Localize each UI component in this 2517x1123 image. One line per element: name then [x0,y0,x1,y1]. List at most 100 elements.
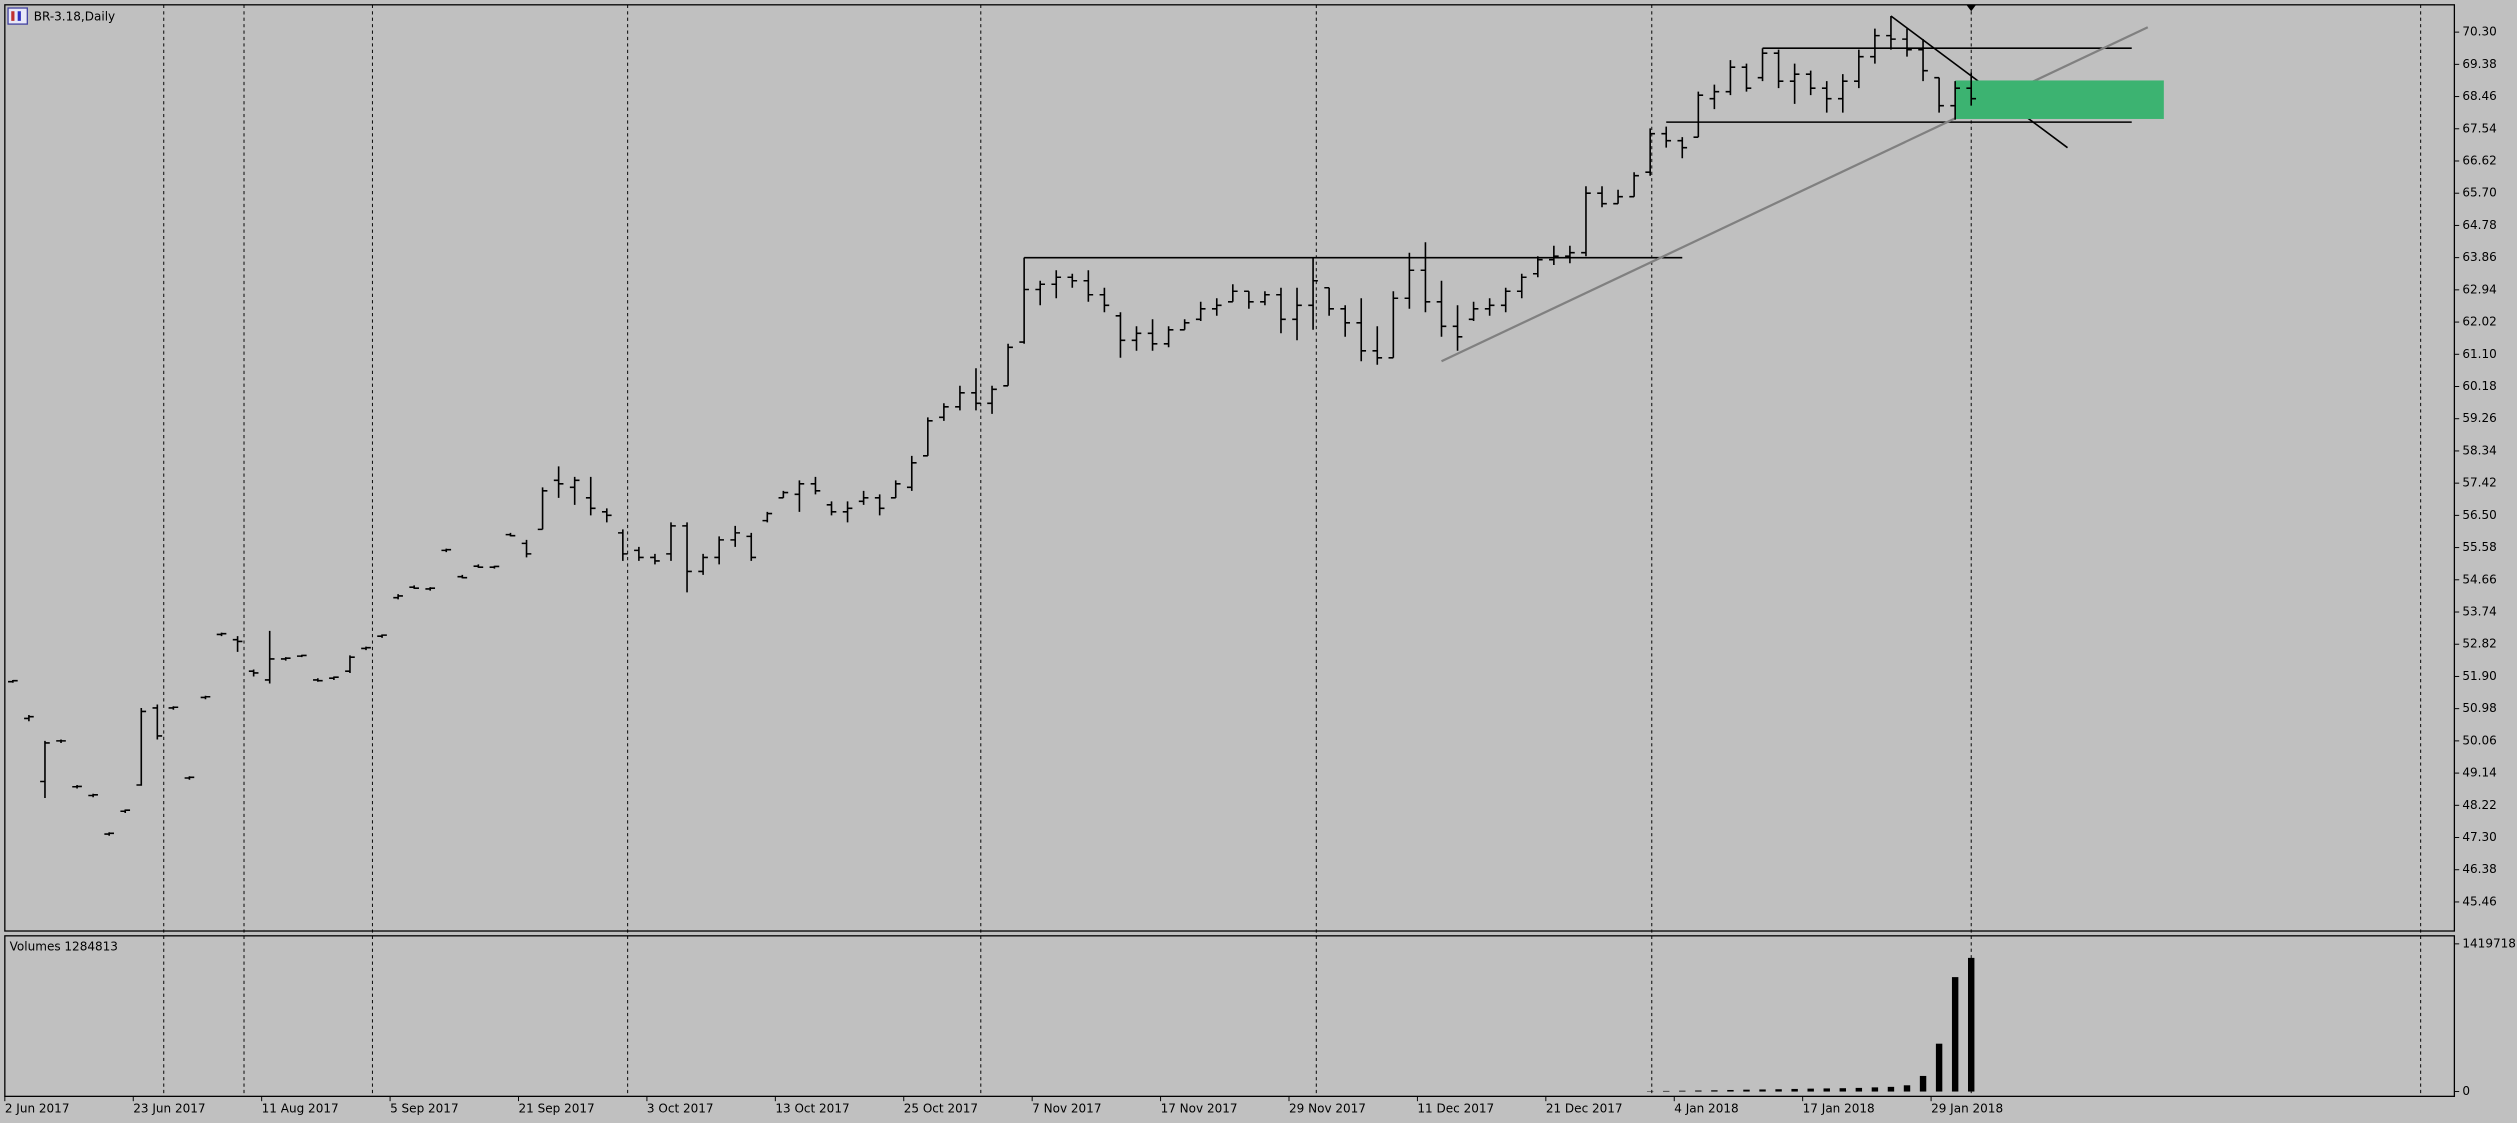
volume-bar [1775,1089,1782,1092]
ohlc-bar [1677,137,1688,159]
y-tick-label: 50.06 [2462,733,2496,747]
volume-bar [1855,1087,1863,1092]
y-tick-label: 69.38 [2462,57,2496,71]
y-tick-label: 60.18 [2462,379,2496,393]
volume-bar [1663,1090,1670,1092]
ohlc-bar [955,385,965,411]
ohlc-bar [1500,287,1511,313]
ohlc-bar [1918,39,1928,82]
volume-bar [1887,1086,1895,1092]
ohlc-bar [1741,63,1752,92]
ohlc-bar [296,654,307,658]
ohlc-bar [1581,186,1591,257]
ohlc-bar [120,809,131,814]
ohlc-bar [152,704,163,740]
ohlc-bar [890,480,901,499]
ohlc-bar [521,539,532,558]
current-bar-marker [1966,4,1977,12]
ohlc-bar [1484,298,1495,316]
ohlc-bar [1966,72,1977,106]
ohlc-bar [698,553,708,575]
ohlc-bar [136,707,147,786]
x-tick-label: 29 Nov 2017 [1289,1102,1366,1116]
ohlc-bar [1789,63,1800,104]
volume-bar [1967,957,1975,1092]
ohlc-bar [874,494,885,516]
ohlc-bar [1115,312,1126,358]
volume-bar [1727,1089,1734,1092]
ohlc-bar [1260,291,1270,306]
ohlc-bar [329,676,339,680]
ohlc-bar [248,669,259,677]
x-tick-label: 25 Oct 2017 [904,1102,978,1116]
y-tick-label: 62.02 [2462,315,2496,329]
volume-bar [1903,1085,1911,1092]
ohlc-bar [682,522,692,593]
ohlc-bar [200,695,211,700]
ohlc-bar [72,784,82,789]
volume-bar [1679,1090,1686,1092]
ohlc-bar [1934,76,1944,113]
ohlc-bar [553,466,564,498]
ohlc-bar [505,532,516,537]
ohlc-bar [232,636,243,652]
x-tick-label: 29 Jan 2018 [1931,1102,2003,1116]
ohlc-bar [1837,74,1848,113]
y-tick-label: 67.54 [2462,121,2496,135]
ohlc-bar [730,525,741,547]
icon-bar [17,11,21,21]
volume-tick-label: 0 [2462,1084,2470,1098]
ohlc-bar [1565,245,1575,264]
y-tick-label: 55.58 [2462,540,2496,554]
ohlc-bar [1597,186,1607,208]
volume-bar [1839,1088,1847,1092]
ohlc-bar [1725,60,1736,96]
ohlc-bar [1067,273,1078,288]
volume-bar [1823,1088,1830,1092]
volume-tick-label: 1419718 [2462,936,2516,950]
y-tick-label: 66.62 [2462,153,2496,167]
x-tick-label: 5 Sep 2017 [390,1102,459,1116]
ohlc-bar [1131,326,1142,351]
volume-bar [1935,1043,1943,1092]
ohlc-bar [425,587,436,591]
volume-bar [1807,1088,1814,1092]
ohlc-bar [987,385,997,414]
ohlc-bar [168,706,179,710]
y-tick-label: 62.94 [2462,282,2496,296]
zone [1955,80,2164,119]
ohlc-bar [650,553,660,565]
ohlc-bar [1035,280,1046,306]
ohlc-bar [746,532,757,561]
ohlc-bar [569,476,580,505]
ohlc-bar [1195,301,1206,322]
x-tick-label: 17 Jan 2018 [1803,1102,1875,1116]
ohlc-bar [618,529,628,561]
ohlc-bar [1356,298,1367,362]
ohlc-bar [216,632,227,637]
y-tick-label: 61.10 [2462,347,2496,361]
ohlc-bar [1420,242,1431,313]
x-tick-label: 21 Sep 2017 [519,1102,595,1116]
ohlc-bar [264,630,275,684]
ohlc-bar [313,678,323,682]
ohlc-bar [1083,270,1094,302]
y-tick-label: 49.14 [2462,766,2496,780]
ohlc-bar [1051,270,1062,299]
ohlc-bar [1805,70,1816,96]
ohlc-bar [1854,49,1864,89]
ohlc-bar [1099,287,1110,313]
ohlc-bar [601,508,612,523]
ohlc-bar [537,487,548,531]
ohlc-bar [8,679,18,683]
x-tick-label: 7 Nov 2017 [1032,1102,1101,1116]
ohlc-bar [1549,245,1559,265]
volume-bar [1759,1089,1766,1092]
y-tick-label: 45.46 [2462,894,2496,908]
ohlc-bar [1886,16,1896,50]
ohlc-bar [1324,286,1334,316]
y-tick-label: 57.42 [2462,476,2496,490]
y-tick-label: 56.50 [2462,508,2496,522]
